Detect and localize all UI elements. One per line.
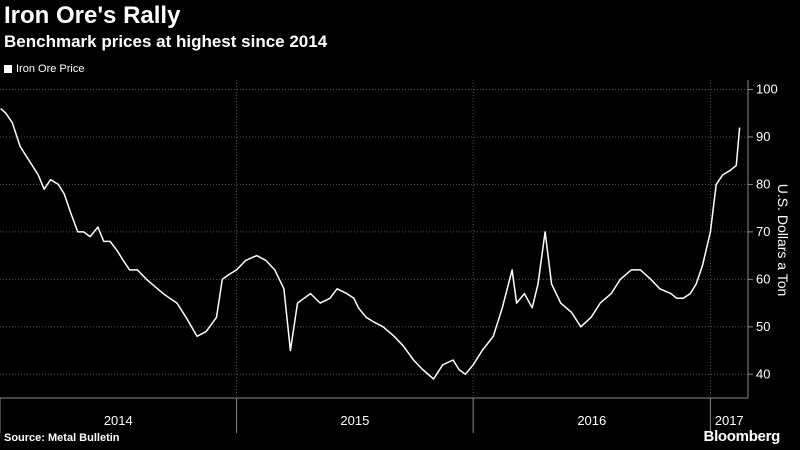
x-tick-label: 2015 (340, 413, 369, 428)
y-tick-label: 100 (756, 81, 778, 96)
source-note: Source: Metal Bulletin (4, 432, 120, 444)
x-tick-label: 2016 (577, 413, 606, 428)
x-tick-label: 2014 (104, 413, 133, 428)
y-tick-label: 40 (756, 366, 770, 381)
gridlines (0, 80, 748, 398)
legend-swatch (4, 65, 12, 73)
y-tick-label: 80 (756, 176, 770, 191)
legend-label: Iron Ore Price (16, 63, 85, 75)
x-tick-label: 2017 (715, 413, 744, 428)
chart-subtitle: Benchmark prices at highest since 2014 (4, 32, 328, 51)
y-axis-label: U.S. Dollars a Ton (775, 183, 791, 297)
legend: Iron Ore Price (4, 63, 84, 75)
brand-logo: Bloomberg (703, 428, 781, 445)
y-tick-label: 50 (756, 319, 770, 334)
y-tick-label: 90 (756, 129, 770, 144)
chart-title: Iron Ore's Rally (4, 2, 181, 29)
y-tick-label: 60 (756, 271, 770, 286)
y-tick-labels: 40 50 60 70 80 90 100 (748, 81, 778, 381)
y-tick-label: 70 (756, 224, 770, 239)
series-line-iron-ore-price (0, 107, 741, 380)
x-tick-labels: 2014 2015 2016 2017 (0, 398, 744, 433)
